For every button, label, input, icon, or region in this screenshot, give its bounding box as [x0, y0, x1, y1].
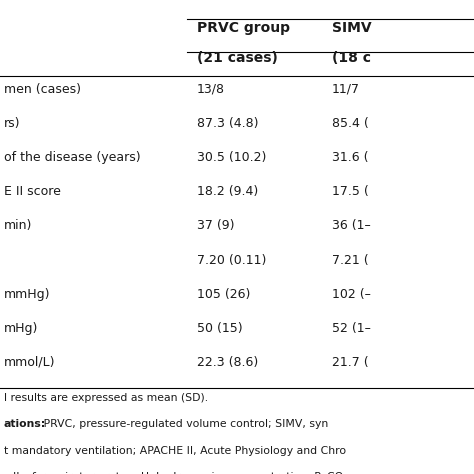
Text: 13/8: 13/8 — [197, 83, 225, 96]
Text: t mandatory ventilation; APACHE II, Acute Physiology and Chro: t mandatory ventilation; APACHE II, Acut… — [4, 446, 346, 456]
Text: 21.7 (: 21.7 ( — [332, 356, 368, 369]
Text: 105 (26): 105 (26) — [197, 288, 250, 301]
Text: mmol/L): mmol/L) — [4, 356, 55, 369]
Text: 17.5 (: 17.5 ( — [332, 185, 369, 198]
Text: II;: II; — [13, 472, 27, 474]
Text: ations:: ations: — [4, 419, 46, 429]
Text: (18 c: (18 c — [332, 51, 371, 65]
Text: 37 (9): 37 (9) — [197, 219, 234, 232]
Text: 22.3 (8.6): 22.3 (8.6) — [197, 356, 258, 369]
Text: PRVC group: PRVC group — [197, 21, 290, 35]
Text: l results are expressed as mean (SD).: l results are expressed as mean (SD). — [4, 393, 208, 403]
Text: 7.21 (: 7.21 ( — [332, 254, 368, 266]
Text: 36 (1–: 36 (1– — [332, 219, 371, 232]
Text: men (cases): men (cases) — [4, 83, 81, 96]
Text: 85.4 (: 85.4 ( — [332, 117, 369, 130]
Text: 18.2 (9.4): 18.2 (9.4) — [197, 185, 258, 198]
Text: 7.20 (0.11): 7.20 (0.11) — [197, 254, 266, 266]
Text: 52 (1–: 52 (1– — [332, 322, 371, 335]
Text: (21 cases): (21 cases) — [197, 51, 278, 65]
Text: mHg): mHg) — [4, 322, 38, 335]
Text: of the disease (years): of the disease (years) — [4, 151, 140, 164]
Text: PRVC, pressure-regulated volume control; SIMV, syn: PRVC, pressure-regulated volume control;… — [40, 419, 328, 429]
Text: respiratory rate; pH, hydrogen ion concentration; PaCO: respiratory rate; pH, hydrogen ion conce… — [38, 472, 344, 474]
Text: 87.3 (4.8): 87.3 (4.8) — [197, 117, 258, 130]
Text: 50 (15): 50 (15) — [197, 322, 242, 335]
Text: E II score: E II score — [4, 185, 61, 198]
Text: 31.6 (: 31.6 ( — [332, 151, 368, 164]
Text: 11/7: 11/7 — [332, 83, 360, 96]
Text: rs): rs) — [4, 117, 20, 130]
Text: mmHg): mmHg) — [4, 288, 50, 301]
Text: f,: f, — [30, 472, 37, 474]
Text: 102 (–: 102 (– — [332, 288, 371, 301]
Text: SIMV: SIMV — [332, 21, 372, 35]
Text: min): min) — [4, 219, 32, 232]
Text: 30.5 (10.2): 30.5 (10.2) — [197, 151, 266, 164]
